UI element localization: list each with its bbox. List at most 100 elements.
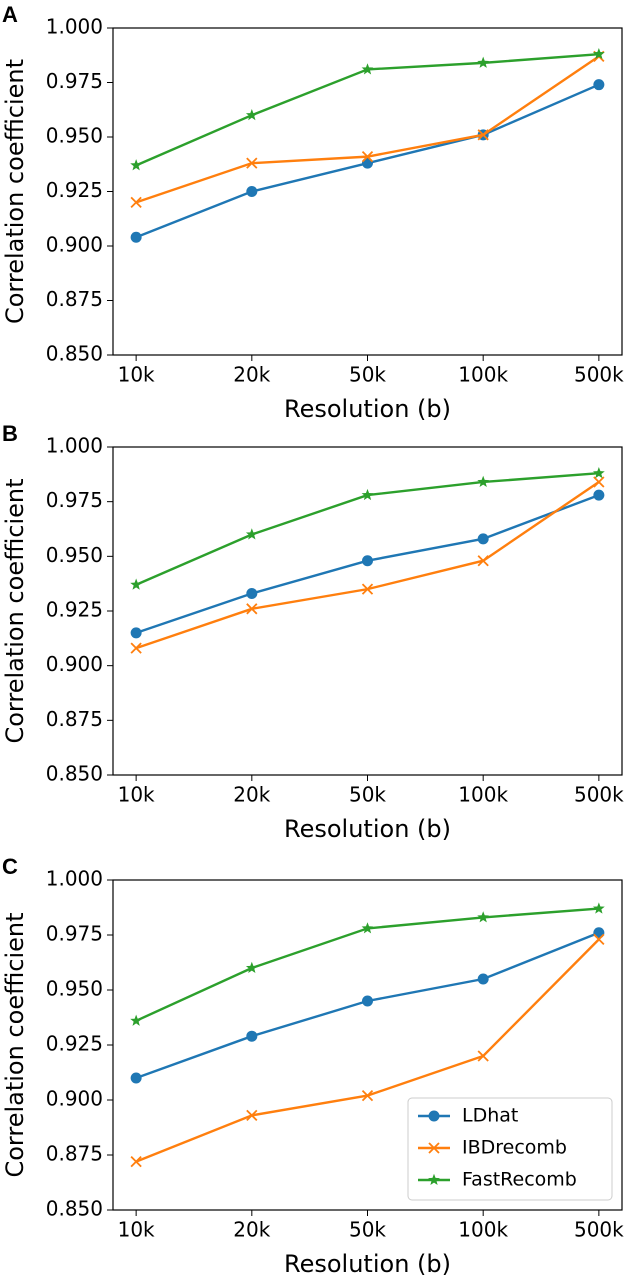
y-tick-label: 0.975 bbox=[46, 69, 103, 93]
marker bbox=[477, 1050, 489, 1062]
y-tick-label: 1.000 bbox=[46, 15, 103, 39]
y-tick-label: 0.900 bbox=[46, 652, 103, 676]
y-tick-label: 0.925 bbox=[46, 1032, 103, 1056]
marker bbox=[362, 555, 373, 567]
y-tick-label: 0.950 bbox=[46, 543, 103, 567]
legend-label: LDhat bbox=[462, 1105, 518, 1127]
x-tick-label: 500k bbox=[574, 783, 624, 807]
marker bbox=[130, 1155, 142, 1168]
y-tick-label: 0.875 bbox=[46, 707, 103, 731]
marker bbox=[361, 1089, 374, 1102]
y-tick-label: 0.875 bbox=[46, 287, 103, 311]
plot-frame bbox=[112, 879, 623, 1211]
marker bbox=[130, 159, 143, 171]
marker bbox=[428, 1110, 440, 1122]
y-tick-label: 0.925 bbox=[46, 178, 103, 202]
marker bbox=[592, 467, 605, 479]
marker bbox=[245, 961, 258, 974]
marker bbox=[130, 578, 143, 590]
marker bbox=[130, 642, 142, 654]
marker bbox=[592, 47, 605, 60]
y-tick-label: 0.900 bbox=[46, 233, 103, 257]
y-axis-label: Correlation coefficient bbox=[1, 59, 29, 324]
marker bbox=[246, 157, 258, 169]
panel: A 0.850 0.875 0.900 0.925 0.950 0.975 1.000 10k 2… bbox=[1, 2, 624, 423]
x-tick-label: 50k bbox=[349, 1218, 386, 1242]
y-tick-label: 0.850 bbox=[46, 342, 103, 366]
x-tick-label: 20k bbox=[233, 1218, 270, 1242]
marker bbox=[428, 1173, 440, 1186]
marker bbox=[246, 1109, 258, 1122]
panel: B 0.850 0.875 0.900 0.925 0.950 0.975 1.000 10k 2… bbox=[1, 421, 624, 843]
marker bbox=[477, 475, 490, 487]
x-axis-label: Resolution (b) bbox=[284, 1250, 451, 1278]
x-tick-label: 100k bbox=[458, 783, 508, 807]
x-tick-label: 10k bbox=[118, 1218, 155, 1242]
x-tick-label: 50k bbox=[349, 783, 386, 807]
y-tick-label: 0.850 bbox=[46, 1197, 103, 1221]
marker bbox=[246, 588, 258, 600]
x-tick-label: 10k bbox=[118, 783, 155, 807]
y-tick-label: 0.850 bbox=[46, 762, 103, 786]
marker bbox=[592, 902, 605, 914]
panel-label: A bbox=[2, 2, 18, 27]
marker bbox=[362, 995, 373, 1007]
plot-frame bbox=[112, 27, 623, 356]
marker bbox=[361, 63, 374, 75]
marker bbox=[246, 603, 258, 615]
series-line bbox=[135, 55, 600, 204]
x-tick-label: 10k bbox=[118, 363, 155, 387]
marker bbox=[428, 1142, 440, 1154]
marker bbox=[130, 627, 142, 639]
y-tick-label: 0.975 bbox=[46, 488, 103, 512]
marker bbox=[246, 186, 258, 197]
y-tick-label: 0.950 bbox=[46, 977, 103, 1001]
y-tick-label: 0.925 bbox=[46, 598, 103, 622]
x-tick-label: 100k bbox=[458, 1218, 508, 1242]
marker bbox=[130, 1014, 143, 1026]
legend-label: IBDrecomb bbox=[462, 1137, 567, 1159]
x-tick-label: 100k bbox=[458, 363, 508, 387]
y-tick-label: 1.000 bbox=[46, 434, 103, 458]
y-tick-label: 0.900 bbox=[46, 1087, 103, 1111]
marker bbox=[593, 489, 605, 501]
x-tick-label: 50k bbox=[349, 363, 386, 387]
marker bbox=[245, 109, 258, 121]
x-tick-label: 500k bbox=[574, 1218, 624, 1242]
y-tick-label: 1.000 bbox=[46, 867, 103, 891]
plot-frame bbox=[112, 446, 623, 776]
marker bbox=[361, 150, 374, 163]
x-axis-label: Resolution (b) bbox=[284, 395, 451, 423]
marker bbox=[477, 911, 490, 923]
y-axis-label: Correlation coefficient bbox=[1, 478, 29, 743]
marker bbox=[477, 555, 489, 567]
legend-box bbox=[407, 1097, 613, 1201]
marker bbox=[246, 1030, 258, 1042]
marker bbox=[245, 528, 258, 540]
marker bbox=[477, 56, 490, 68]
panel: C 0.850 0.875 0.900 0.925 0.950 0.975 1.000 10k 2… bbox=[1, 854, 624, 1278]
marker bbox=[477, 533, 489, 545]
marker bbox=[130, 231, 142, 243]
marker bbox=[477, 129, 489, 141]
y-tick-label: 0.975 bbox=[46, 922, 103, 946]
x-axis-label: Resolution (b) bbox=[284, 815, 451, 843]
marker bbox=[130, 1072, 142, 1084]
marker bbox=[361, 488, 374, 501]
x-tick-label: 20k bbox=[233, 363, 270, 387]
y-axis-label: Correlation coefficient bbox=[1, 912, 29, 1177]
x-tick-label: 500k bbox=[574, 363, 624, 387]
panel-label: C bbox=[2, 854, 18, 879]
marker bbox=[477, 973, 489, 985]
y-tick-label: 0.950 bbox=[46, 124, 103, 148]
marker bbox=[130, 196, 142, 209]
legend-label: FastRecomb bbox=[462, 1169, 577, 1191]
marker bbox=[593, 933, 605, 946]
marker bbox=[361, 583, 374, 595]
marker bbox=[593, 79, 605, 91]
y-tick-label: 0.875 bbox=[46, 1142, 103, 1166]
panel-label: B bbox=[2, 421, 18, 446]
marker bbox=[593, 476, 605, 488]
x-tick-label: 20k bbox=[233, 783, 270, 807]
